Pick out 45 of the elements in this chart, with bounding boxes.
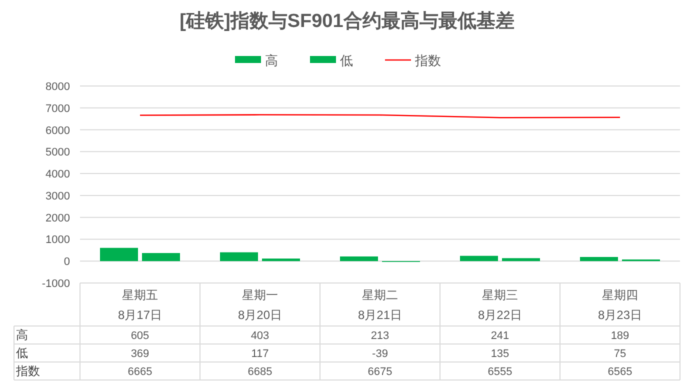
data-label: 605 [130, 330, 150, 342]
y-tick-label: 3000 [46, 190, 70, 202]
x-tick-label: 星期一 8月20日 [238, 288, 282, 322]
data-label: -39 [372, 348, 388, 360]
data-label: 117 [251, 348, 269, 360]
x-tick-label: 星期五 8月17日 [118, 288, 162, 322]
bar [262, 258, 300, 262]
y-tick-label: -1000 [42, 278, 70, 290]
data-label: 189 [610, 330, 630, 342]
chart-title: [硅铁]指数与SF901合约最高与最低基差 [180, 10, 514, 32]
legend-label: 高 [265, 53, 278, 68]
bar [580, 256, 618, 262]
bar [220, 252, 258, 262]
y-tick-label: 2000 [46, 212, 70, 224]
bar [142, 253, 180, 262]
bar [340, 256, 378, 262]
text: 低 [16, 346, 28, 360]
y-tick-label: 4000 [46, 168, 70, 181]
y-tick-label: 8000 [46, 81, 70, 93]
data-label: 6665 [128, 366, 152, 378]
data-label: 6675 [368, 366, 392, 378]
data-label: 6685 [248, 366, 272, 378]
data-label: 403 [250, 330, 270, 342]
data-label: 241 [490, 330, 510, 342]
x-tick-label: 星期二 8月21日 [358, 288, 402, 322]
y-tick-label: 7000 [46, 102, 70, 115]
bar [100, 248, 138, 262]
y-tick-label: 0 [64, 256, 70, 268]
legend-label: 指数 [414, 53, 441, 68]
data-label: 6565 [608, 366, 632, 378]
data-label: 213 [370, 330, 390, 342]
data-label: 6555 [488, 366, 512, 378]
bar [460, 256, 498, 262]
data-label: 369 [130, 348, 150, 360]
text: 高 [16, 328, 28, 342]
data-label: 135 [490, 348, 510, 360]
y-tick-label: 5000 [46, 146, 70, 159]
legend-label: 低 [340, 53, 353, 68]
y-tick-label: 1000 [46, 234, 70, 246]
x-tick-label: 星期三 8月22日 [478, 288, 522, 322]
bar [502, 258, 540, 262]
data-label: 75 [614, 348, 626, 360]
y-tick-label: 6000 [46, 124, 70, 137]
text: 指数 [16, 364, 40, 378]
x-tick-label: 星期四 8月23日 [598, 288, 642, 322]
